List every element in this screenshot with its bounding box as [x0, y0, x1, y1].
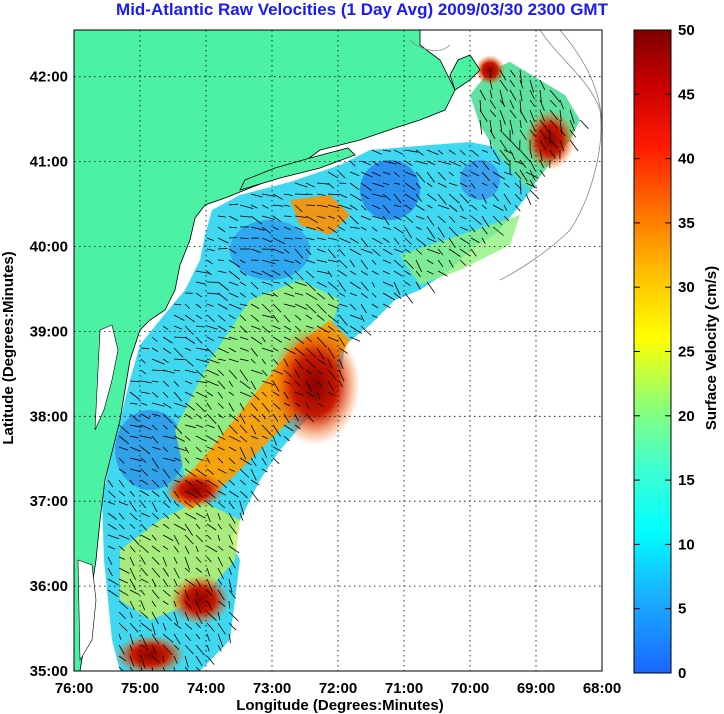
colorbar-tick-label: 25 [678, 344, 695, 361]
x-tick-label: 70:00 [451, 680, 489, 697]
colorbar-tick-label: 15 [678, 472, 695, 489]
y-tick-label: 39:00 [30, 323, 68, 340]
y-tick-label: 38:00 [30, 408, 68, 425]
y-tick-label: 40:00 [30, 238, 68, 255]
colorbar-tick-label: 35 [678, 215, 695, 232]
colorbar-tick-label: 40 [678, 151, 695, 168]
y-tick-label: 36:00 [30, 578, 68, 595]
colorbar-tick-label: 0 [678, 665, 686, 682]
velocity-vectors [107, 69, 589, 671]
colorbar-tick-label: 45 [678, 86, 695, 103]
bathymetry-contours [409, 30, 602, 281]
colorbar-label: Surface Velocity (cm/s) [703, 266, 720, 430]
x-tick-label: 73:00 [253, 680, 291, 697]
colorbar-tick-label: 20 [678, 408, 695, 425]
colorbar-tick-label: 50 [678, 22, 695, 39]
y-axis-label: Latitude (Degrees:Minutes) [0, 251, 17, 444]
x-axis-label: Longitude (Degrees:Minutes) [236, 697, 444, 714]
grid-lines [74, 30, 602, 671]
x-tick-label: 75:00 [121, 680, 159, 697]
colorbar: 0 5 10 15 20 25 30 35 40 45 50 Surface Velocity (c… [633, 22, 720, 682]
map-title: Mid-Atlantic Raw Velocities (1 Day Avg) … [116, 0, 608, 19]
x-tick-label: 69:00 [517, 680, 555, 697]
plot-frame [73, 29, 603, 672]
colorbar-ticks: 0 5 10 15 20 25 30 35 40 45 50 [634, 22, 695, 682]
colorbar-tick-label: 30 [678, 279, 695, 296]
y-axis-ticks: 35:00 36:00 37:00 38:00 39:00 40:00 41:00 42:00 [30, 69, 68, 680]
y-tick-label: 42:00 [30, 69, 68, 86]
x-tick-label: 72:00 [319, 680, 357, 697]
y-tick-label: 35:00 [30, 663, 68, 680]
land [74, 30, 481, 671]
x-tick-label: 71:00 [385, 680, 423, 697]
x-tick-label: 76:00 [55, 680, 93, 697]
x-tick-label: 74:00 [187, 680, 225, 697]
x-axis-ticks: 76:00 75:00 74:00 73:00 72:00 71:00 70:00 69:00… [55, 680, 621, 697]
colorbar-tick-label: 5 [678, 601, 686, 618]
y-tick-label: 41:00 [30, 154, 68, 171]
colorbar-tick-label: 10 [678, 536, 695, 553]
y-tick-label: 37:00 [30, 493, 68, 510]
x-tick-label: 68:00 [583, 680, 621, 697]
